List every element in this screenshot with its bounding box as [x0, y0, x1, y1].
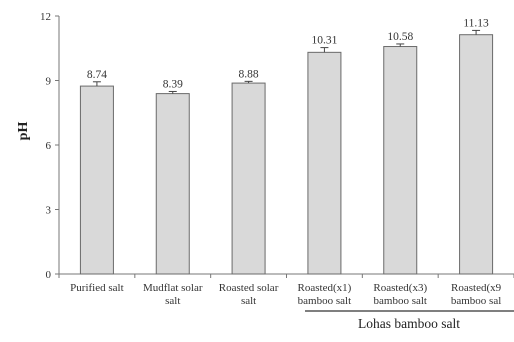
data-label: 10.31: [311, 35, 337, 47]
y-tick-label: 3: [46, 205, 52, 217]
data-label: 8.74: [87, 69, 107, 81]
category-label-line: bamboo salt: [298, 295, 351, 307]
category-label: Purified salt: [70, 282, 123, 294]
y-axis-title: pH: [16, 122, 31, 141]
bar: [155, 93, 190, 275]
category-label: Roasted(x9 bamboo sal: [451, 282, 502, 307]
category-label-line: bamboo sal: [451, 295, 501, 307]
category-label-line: bamboo salt: [374, 295, 427, 307]
category-label-line: Roasted solar: [219, 282, 279, 294]
category-label: Roasted(x1) bamboo salt: [298, 282, 352, 307]
bar: [231, 82, 266, 275]
data-label: 8.88: [239, 68, 259, 80]
category-label: Roasted solar salt: [219, 282, 279, 307]
category-label-line: Roasted(x3): [373, 282, 427, 294]
category-label-line: Purified salt: [70, 282, 123, 294]
category-label-line: Mudflat solar: [143, 282, 203, 294]
category-label-line: Roasted(x1): [298, 282, 352, 294]
group-label: Lohas bamboo salt: [358, 316, 460, 331]
plot-area: 0 3 6 9 12 8.74 Purified salt 8.39 Mudflat solar…: [40, 11, 514, 312]
data-label: 8.39: [163, 78, 183, 90]
bar: [79, 85, 114, 275]
bar: [383, 46, 418, 275]
bar: [307, 51, 342, 275]
bar: [459, 34, 494, 275]
data-label: 10.58: [387, 31, 413, 43]
y-tick-label: 12: [40, 11, 51, 23]
y-tick-label: 0: [46, 269, 52, 281]
category-label-line: salt: [241, 295, 256, 307]
category-label: Mudflat solar salt: [143, 282, 203, 307]
category-label: Roasted(x3) bamboo salt: [373, 282, 427, 307]
y-tick-label: 9: [46, 76, 52, 88]
data-label: 11.13: [463, 17, 489, 29]
category-label-line: Roasted(x9: [451, 282, 502, 294]
y-tick-label: 6: [46, 140, 52, 152]
category-label-line: salt: [165, 295, 180, 307]
